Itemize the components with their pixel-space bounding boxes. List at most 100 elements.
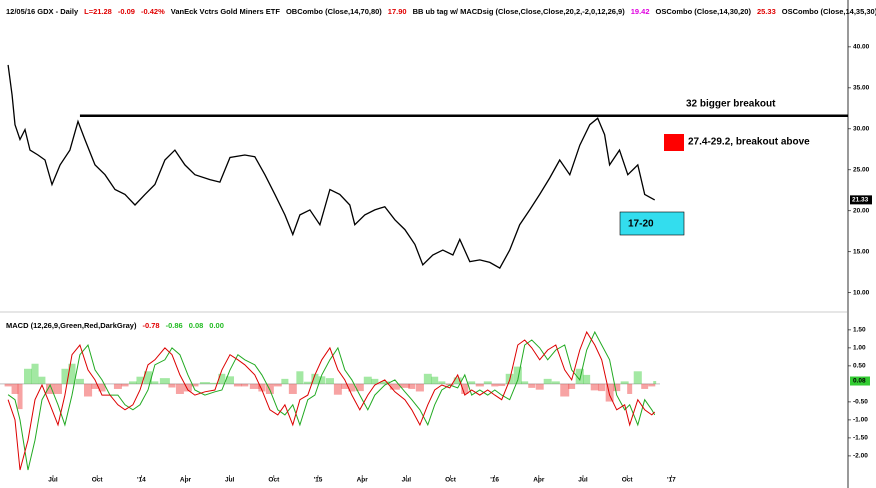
histogram-bar	[209, 382, 220, 384]
histogram-bar	[583, 374, 591, 384]
histogram-bar	[303, 381, 312, 384]
histogram-bar	[648, 383, 656, 387]
x-tick-label: '14	[137, 477, 146, 484]
header-text: 19.42	[631, 7, 650, 16]
x-tick-label: Oct	[445, 477, 457, 484]
histogram-bar	[191, 383, 199, 387]
histogram-bar	[528, 383, 536, 388]
header-text: -0.86	[166, 321, 183, 330]
histogram-bar	[199, 382, 210, 384]
x-tick-label: '16	[490, 477, 499, 484]
annotation-marker	[664, 134, 684, 151]
y-tick-label: 1.50	[853, 327, 866, 334]
x-tick-label: Jul	[402, 477, 412, 484]
series-line	[7, 64, 656, 269]
histogram-bar	[605, 383, 614, 402]
histogram-bar	[311, 373, 319, 384]
x-tick-label: '15	[314, 477, 323, 484]
x-tick-label: Jul	[48, 477, 58, 484]
last-value-label: 0.08	[853, 378, 866, 385]
y-tick-label: -2.00	[853, 453, 868, 460]
histogram-bar	[341, 383, 349, 389]
histogram-bar	[513, 366, 522, 384]
y-tick-label: 0.50	[853, 363, 866, 370]
histogram-bar	[423, 373, 432, 384]
histogram-bar	[535, 383, 544, 390]
histogram-bar	[627, 383, 633, 394]
y-tick-label: -1.00	[853, 417, 868, 424]
histogram-bar	[241, 383, 249, 387]
histogram-bar	[431, 376, 439, 384]
y-tick-label: 40.00	[853, 44, 870, 51]
header-text: 25.33	[757, 7, 776, 16]
histogram-bar	[233, 383, 242, 387]
last-value-box	[850, 376, 870, 386]
histogram-bar	[408, 383, 416, 389]
series-line	[7, 330, 656, 471]
y-tick-label: 20.00	[853, 207, 870, 214]
y-tick-label: 35.00	[853, 85, 870, 92]
histogram-bar	[468, 381, 476, 384]
histogram-bar	[175, 383, 184, 394]
histogram-bar	[68, 363, 76, 384]
x-tick-label: Oct	[622, 477, 634, 484]
histogram-bar	[325, 378, 334, 384]
x-tick-label: '17	[667, 477, 676, 484]
header-text: OSCombo (Close,14,35,30)	[782, 7, 876, 16]
histogram-bar	[348, 383, 356, 392]
histogram-bar	[31, 363, 39, 384]
header-text: L=21.28	[84, 7, 112, 16]
x-tick-label: Oct	[268, 477, 280, 484]
histogram-bar	[296, 371, 304, 384]
histogram-bar	[38, 376, 46, 384]
header-text: -0.78	[142, 321, 159, 330]
histogram-bar	[575, 368, 584, 384]
annotation: 17-20	[628, 219, 654, 230]
header-text: 17.90	[388, 7, 407, 16]
histogram-bar	[75, 378, 84, 384]
histogram-bar	[159, 378, 170, 384]
histogram-bar	[379, 381, 390, 384]
x-tick-label: Apr	[180, 477, 192, 484]
last-value-label: 21.33	[852, 197, 869, 204]
histogram-bar	[641, 383, 649, 389]
header-text: VanEck Vctrs Gold Miners ETF	[171, 7, 281, 16]
histogram-bar	[543, 378, 552, 384]
histogram-bar	[183, 383, 192, 392]
histogram-bar	[113, 383, 122, 389]
y-tick-label: 15.00	[853, 248, 870, 255]
histogram-bar	[415, 383, 424, 392]
x-tick-label: Oct	[92, 477, 104, 484]
x-tick-label: Jul	[578, 477, 588, 484]
histogram-bar	[61, 368, 69, 384]
histogram-bar	[83, 383, 93, 397]
histogram-bar	[475, 383, 484, 387]
histogram-bar	[54, 383, 62, 394]
histogram-bar	[121, 383, 129, 387]
histogram-bar	[633, 371, 642, 384]
histogram-bar	[568, 383, 576, 389]
histogram-bar	[281, 378, 289, 384]
histogram-bar	[288, 383, 297, 394]
header-text: 12/05/16 GDX - Daily	[6, 7, 79, 16]
series-line	[7, 330, 656, 471]
annotation: 32 bigger breakout	[686, 99, 776, 110]
histogram-bar	[218, 373, 226, 384]
annotation: 27.4-29.2, breakout above	[688, 137, 810, 148]
histogram-bar	[273, 383, 282, 387]
histogram-bar	[453, 377, 462, 384]
histogram-bar	[551, 381, 560, 384]
histogram-bar	[498, 383, 506, 387]
histogram-bar	[590, 383, 599, 391]
histogram-bar	[17, 383, 23, 410]
histogram-bar	[333, 383, 342, 395]
histogram-bar	[491, 383, 499, 387]
header-text: OBCombo (Close,14,70,80)	[286, 7, 382, 16]
histogram-bar	[4, 383, 12, 387]
histogram-bar	[258, 383, 266, 392]
histogram-bar	[11, 383, 19, 394]
header-text: -0.09	[118, 7, 135, 16]
header-text: BB ub tag w/ MACDsig (Close,Close,Close,…	[413, 7, 626, 16]
histogram-bar	[23, 368, 32, 384]
